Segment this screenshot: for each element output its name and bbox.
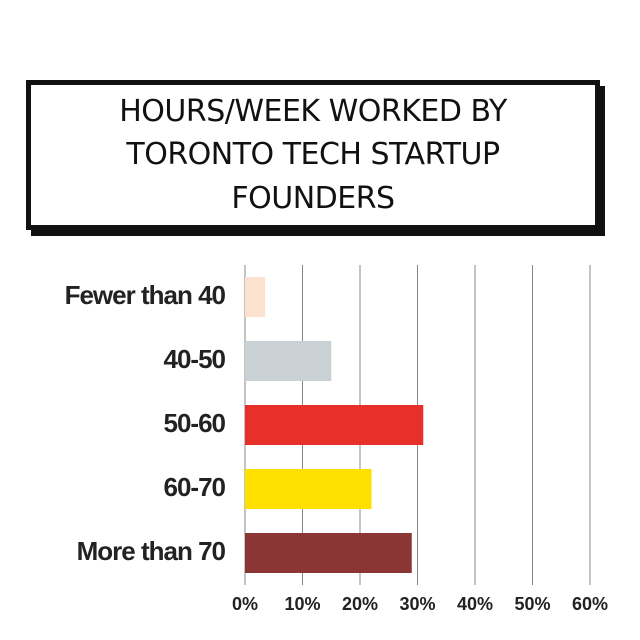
bar — [245, 277, 266, 317]
x-tick-label: 60% — [572, 594, 608, 614]
x-tick-label: 50% — [514, 594, 550, 614]
bar — [245, 405, 424, 445]
bar — [245, 341, 332, 381]
y-tick-label: 50-60 — [164, 408, 226, 438]
y-tick-label: More than 70 — [77, 536, 226, 566]
x-tick-label: 0% — [232, 594, 258, 614]
y-tick-label: 60-70 — [164, 472, 226, 502]
y-tick-label: Fewer than 40 — [65, 280, 226, 310]
title-box: HOURS/WEEK WORKED BY TORONTO TECH STARTU… — [26, 80, 600, 230]
x-tick-label: 20% — [342, 594, 378, 614]
chart-title: HOURS/WEEK WORKED BY TORONTO TECH STARTU… — [119, 93, 507, 216]
x-tick-label: 40% — [457, 594, 493, 614]
bar — [245, 469, 372, 509]
x-tick-label: 30% — [399, 594, 435, 614]
y-tick-label: 40-50 — [164, 344, 226, 374]
bar — [245, 533, 412, 573]
x-tick-label: 10% — [284, 594, 320, 614]
